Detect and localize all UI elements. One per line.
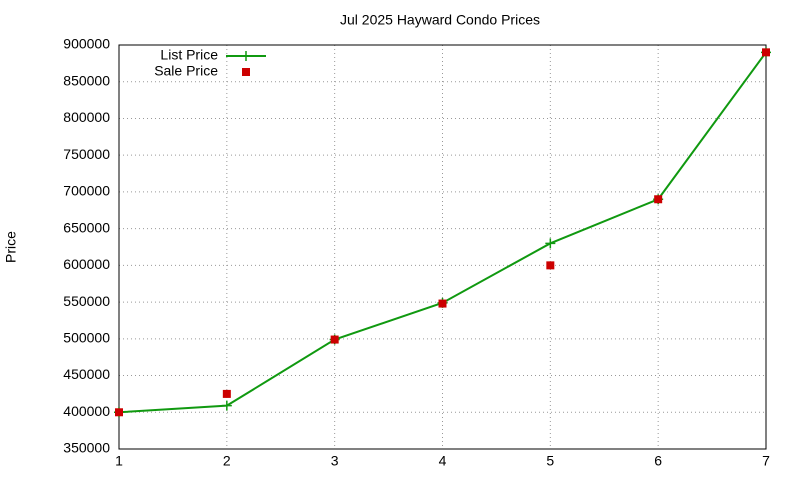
x-tick-label: 3 [331, 453, 339, 469]
y-tick-label: 550000 [63, 293, 110, 309]
y-tick-label: 700000 [63, 183, 110, 199]
marker [438, 299, 447, 308]
y-axis-label: Price [3, 231, 19, 263]
y-tick-label: 400000 [63, 403, 110, 419]
y-tick-label: 500000 [63, 330, 110, 346]
y-tick-label: 750000 [63, 146, 110, 162]
marker [762, 48, 770, 57]
y-tick-label: 800000 [63, 109, 110, 125]
marker [654, 195, 663, 204]
marker [546, 261, 555, 270]
marker [221, 400, 232, 411]
marker [115, 408, 123, 417]
series-line [118, 51, 767, 414]
marker [545, 238, 556, 249]
chart-title: Jul 2025 Hayward Condo Prices [340, 12, 540, 28]
marker [330, 335, 339, 344]
legend-label: Sale Price [154, 63, 218, 79]
y-tick-label: 350000 [63, 440, 110, 456]
y-tick-label: 900000 [63, 36, 110, 52]
legend-label: List Price [160, 47, 218, 63]
y-tick-label: 600000 [63, 256, 110, 272]
x-tick-label: 1 [115, 453, 123, 469]
x-tick-label: 2 [223, 453, 231, 469]
y-tick-label: 650000 [63, 219, 110, 235]
legend-marker [241, 51, 251, 61]
x-tick-label: 7 [762, 453, 770, 469]
legend-marker [242, 68, 250, 76]
plot-frame [118, 44, 767, 450]
x-tick-label: 6 [654, 453, 662, 469]
marker [222, 389, 231, 398]
y-tick-label: 850000 [63, 72, 110, 88]
y-tick-label: 450000 [63, 366, 110, 382]
x-tick-label: 5 [546, 453, 554, 469]
x-tick-label: 4 [439, 453, 447, 469]
